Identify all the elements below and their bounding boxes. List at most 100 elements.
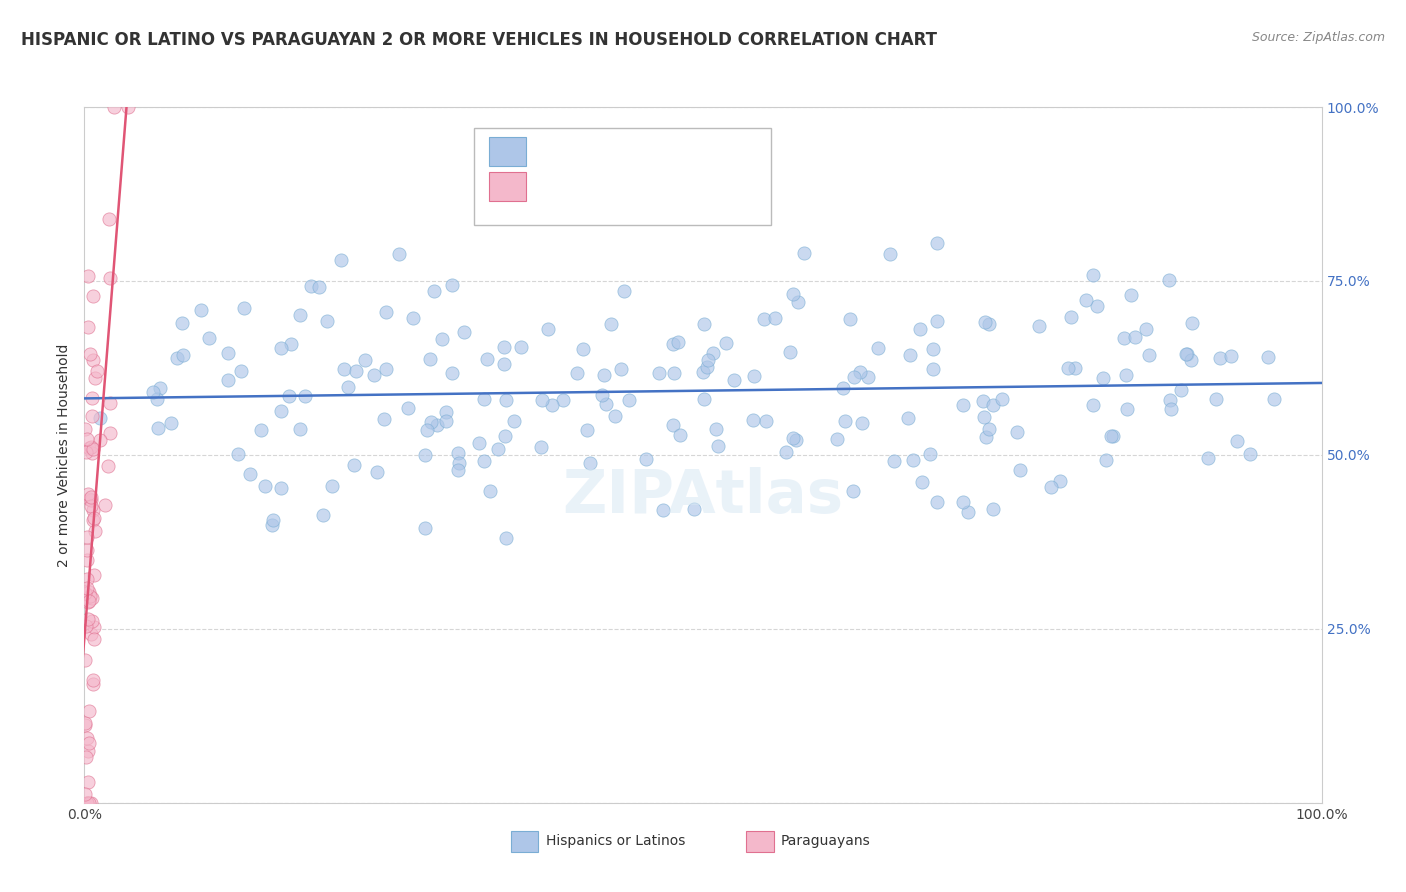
Point [925,494,948,508]
Point [425,417,447,432]
Text: ZIPAtlas: ZIPAtlas [562,467,844,526]
Point [693,392,716,406]
Point [278,389,301,403]
Point [704,422,727,436]
Point [80,440,103,454]
Point [883,454,905,468]
Point [332,361,354,376]
Point [76,581,98,595]
Point [468,436,491,450]
Point [76,553,98,567]
Point [1263,392,1285,406]
Point [80,493,103,508]
Point [1057,360,1080,375]
Point [434,413,457,427]
Point [716,336,738,351]
Point [402,311,425,326]
Point [312,508,335,523]
Point [79,499,101,513]
Point [1060,310,1083,324]
Point [77,585,100,599]
Point [782,431,804,445]
Point [148,382,170,396]
Point [952,398,974,412]
Point [472,454,495,468]
Point [420,416,443,430]
Point [75,586,97,600]
Point [80,614,103,628]
Point [897,411,920,425]
Point [419,351,441,366]
Point [599,318,621,332]
Point [973,315,995,329]
Point [77,796,100,810]
Point [572,342,595,356]
Point [952,495,974,509]
Point [76,796,98,810]
Point [344,364,367,378]
Point [495,392,517,407]
Point [1116,401,1139,416]
Point [494,357,516,371]
Point [80,796,103,810]
Point [785,434,807,448]
Point [98,425,121,440]
Point [280,337,302,351]
Point [1092,371,1115,385]
Point [1197,450,1219,465]
Point [83,511,105,525]
Point [553,392,575,407]
Point [373,412,395,426]
Point [76,572,98,586]
Point [779,345,801,359]
Point [396,401,419,416]
Point [537,322,560,336]
Point [75,618,97,632]
Point [648,366,671,380]
Point [416,424,439,438]
Point [166,351,188,365]
Point [97,459,120,474]
Point [973,410,995,425]
Point [75,718,97,732]
Point [82,673,104,687]
Point [270,482,292,496]
Point [723,373,745,387]
FancyBboxPatch shape [512,830,538,852]
Point [142,384,165,399]
Point [82,289,104,303]
Point [294,389,316,403]
Point [76,796,98,810]
Point [1239,447,1261,461]
Point [927,314,949,328]
Point [1175,347,1198,361]
Point [834,414,856,428]
Point [702,346,724,360]
Text: R = 0.010   N = 199: R = 0.010 N = 199 [543,144,696,159]
Point [662,367,685,381]
Point [1160,401,1182,416]
Point [842,484,865,499]
Point [83,568,105,582]
Point [849,365,872,379]
Point [75,653,97,667]
Point [1049,475,1071,489]
Point [494,429,516,443]
Point [159,416,181,430]
Point [605,409,627,423]
Point [82,677,104,691]
Point [1099,428,1122,442]
Point [981,398,1004,412]
Point [1170,383,1192,397]
Point [82,409,104,423]
Point [453,325,475,339]
Point [117,100,139,114]
Point [239,467,262,481]
Point [578,456,600,470]
Point [366,465,388,479]
Point [921,342,943,356]
Point [75,715,97,730]
Point [972,393,994,408]
Point [898,348,921,362]
FancyBboxPatch shape [747,830,773,852]
